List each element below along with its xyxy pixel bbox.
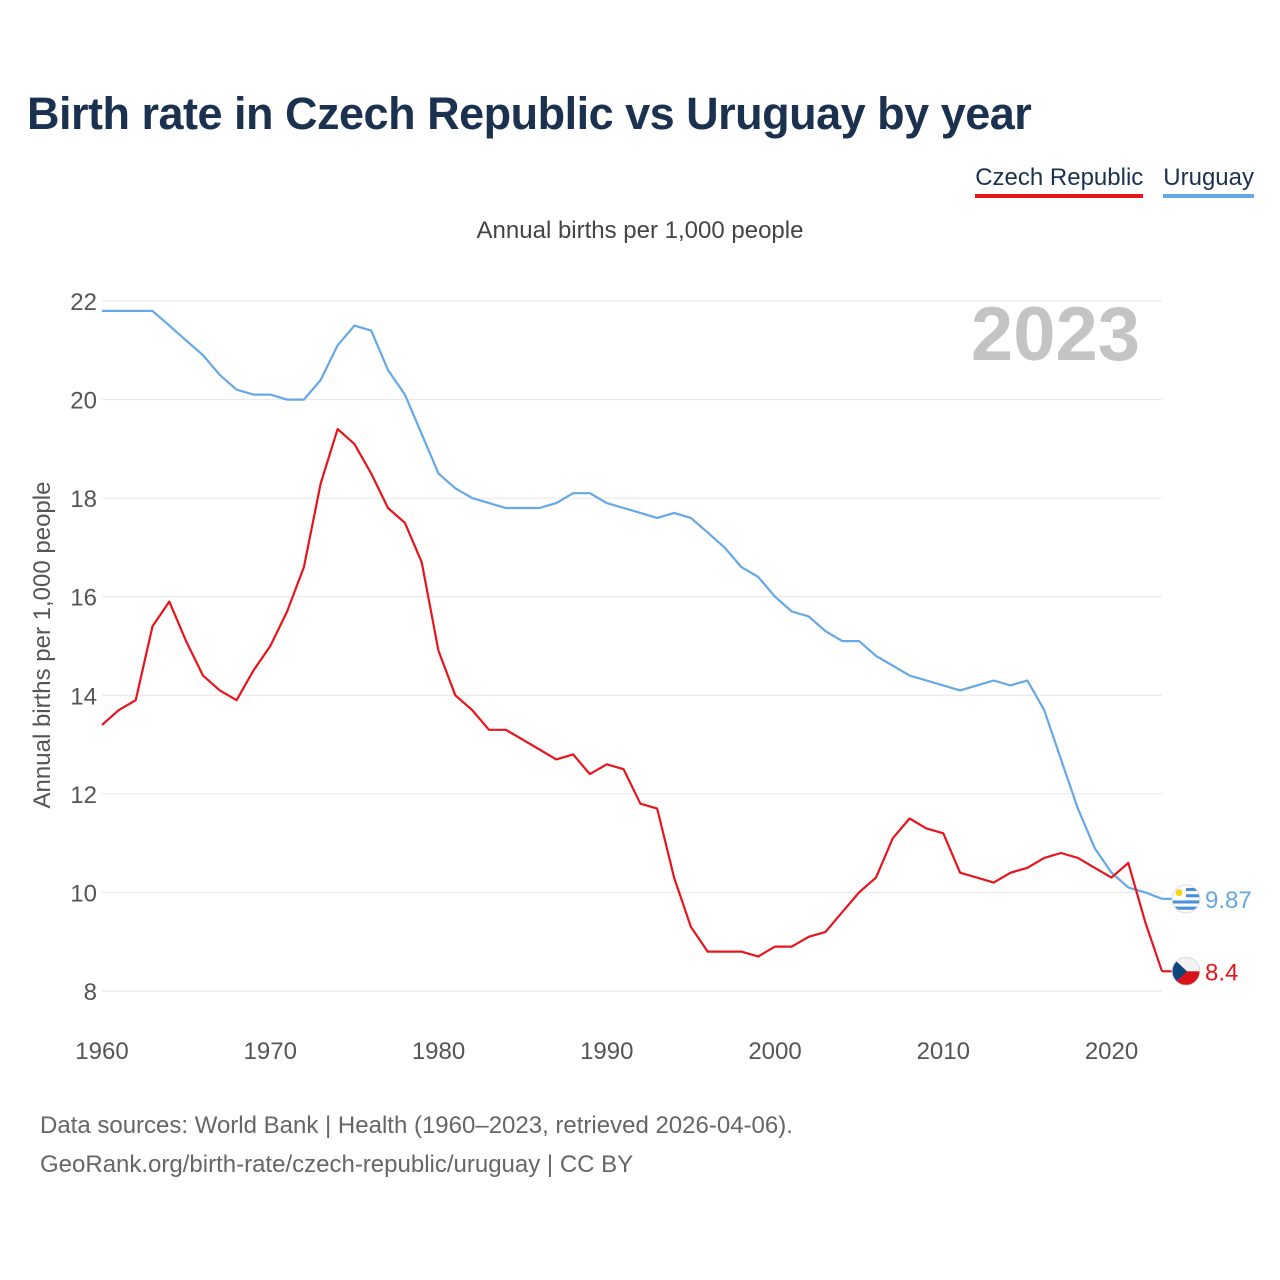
x-tick-label-2020: 2020	[1085, 1038, 1138, 1065]
y-tick-label-12: 12	[70, 782, 97, 809]
x-tick-label-1970: 1970	[244, 1038, 297, 1065]
x-tick-label-1980: 1980	[412, 1038, 465, 1065]
czech-flag-icon	[1171, 956, 1201, 986]
series-line-uruguay[interactable]	[102, 309, 1163, 900]
chart-subtitle: Annual births per 1,000 people	[476, 217, 804, 244]
x-tick-label-2010: 2010	[917, 1038, 970, 1065]
uruguay-flag-icon	[1171, 884, 1201, 914]
y-tick-label-14: 14	[70, 683, 97, 710]
series-line-czech[interactable]	[101, 428, 1164, 972]
legend: Czech Republic Uruguay	[975, 164, 1254, 198]
y-tick-label-22: 22	[70, 289, 97, 316]
y-tick-label-8: 8	[84, 979, 97, 1006]
y-axis-label: Annual births per 1,000 people	[29, 482, 56, 809]
footer: Data sources: World Bank | Health (1960–…	[40, 1106, 793, 1184]
end-label-czech: 8.4	[1205, 959, 1238, 986]
y-tick-label-10: 10	[70, 880, 97, 907]
footer-sources: Data sources: World Bank | Health (1960–…	[40, 1112, 793, 1139]
legend-item-uruguay[interactable]: Uruguay	[1163, 164, 1254, 198]
x-tick-label-1960: 1960	[75, 1038, 128, 1065]
y-tick-label-16: 16	[70, 585, 97, 612]
footer-url: GeoRank.org/birth-rate/czech-republic/ur…	[40, 1151, 634, 1178]
line-chart: 2023 Annual births per 1,000 people 8 10 1…	[29, 289, 1252, 1065]
x-tick-label-1990: 1990	[580, 1038, 633, 1065]
end-label-uruguay: 9.87	[1205, 887, 1252, 914]
chart-title: Birth rate in Czech Republic vs Uruguay …	[27, 88, 1032, 139]
x-tick-label-2000: 2000	[748, 1038, 801, 1065]
y-tick-label-20: 20	[70, 388, 97, 415]
legend-item-czech-republic[interactable]: Czech Republic	[975, 164, 1144, 198]
year-watermark: 2023	[971, 292, 1140, 377]
y-tick-label-18: 18	[70, 486, 97, 513]
